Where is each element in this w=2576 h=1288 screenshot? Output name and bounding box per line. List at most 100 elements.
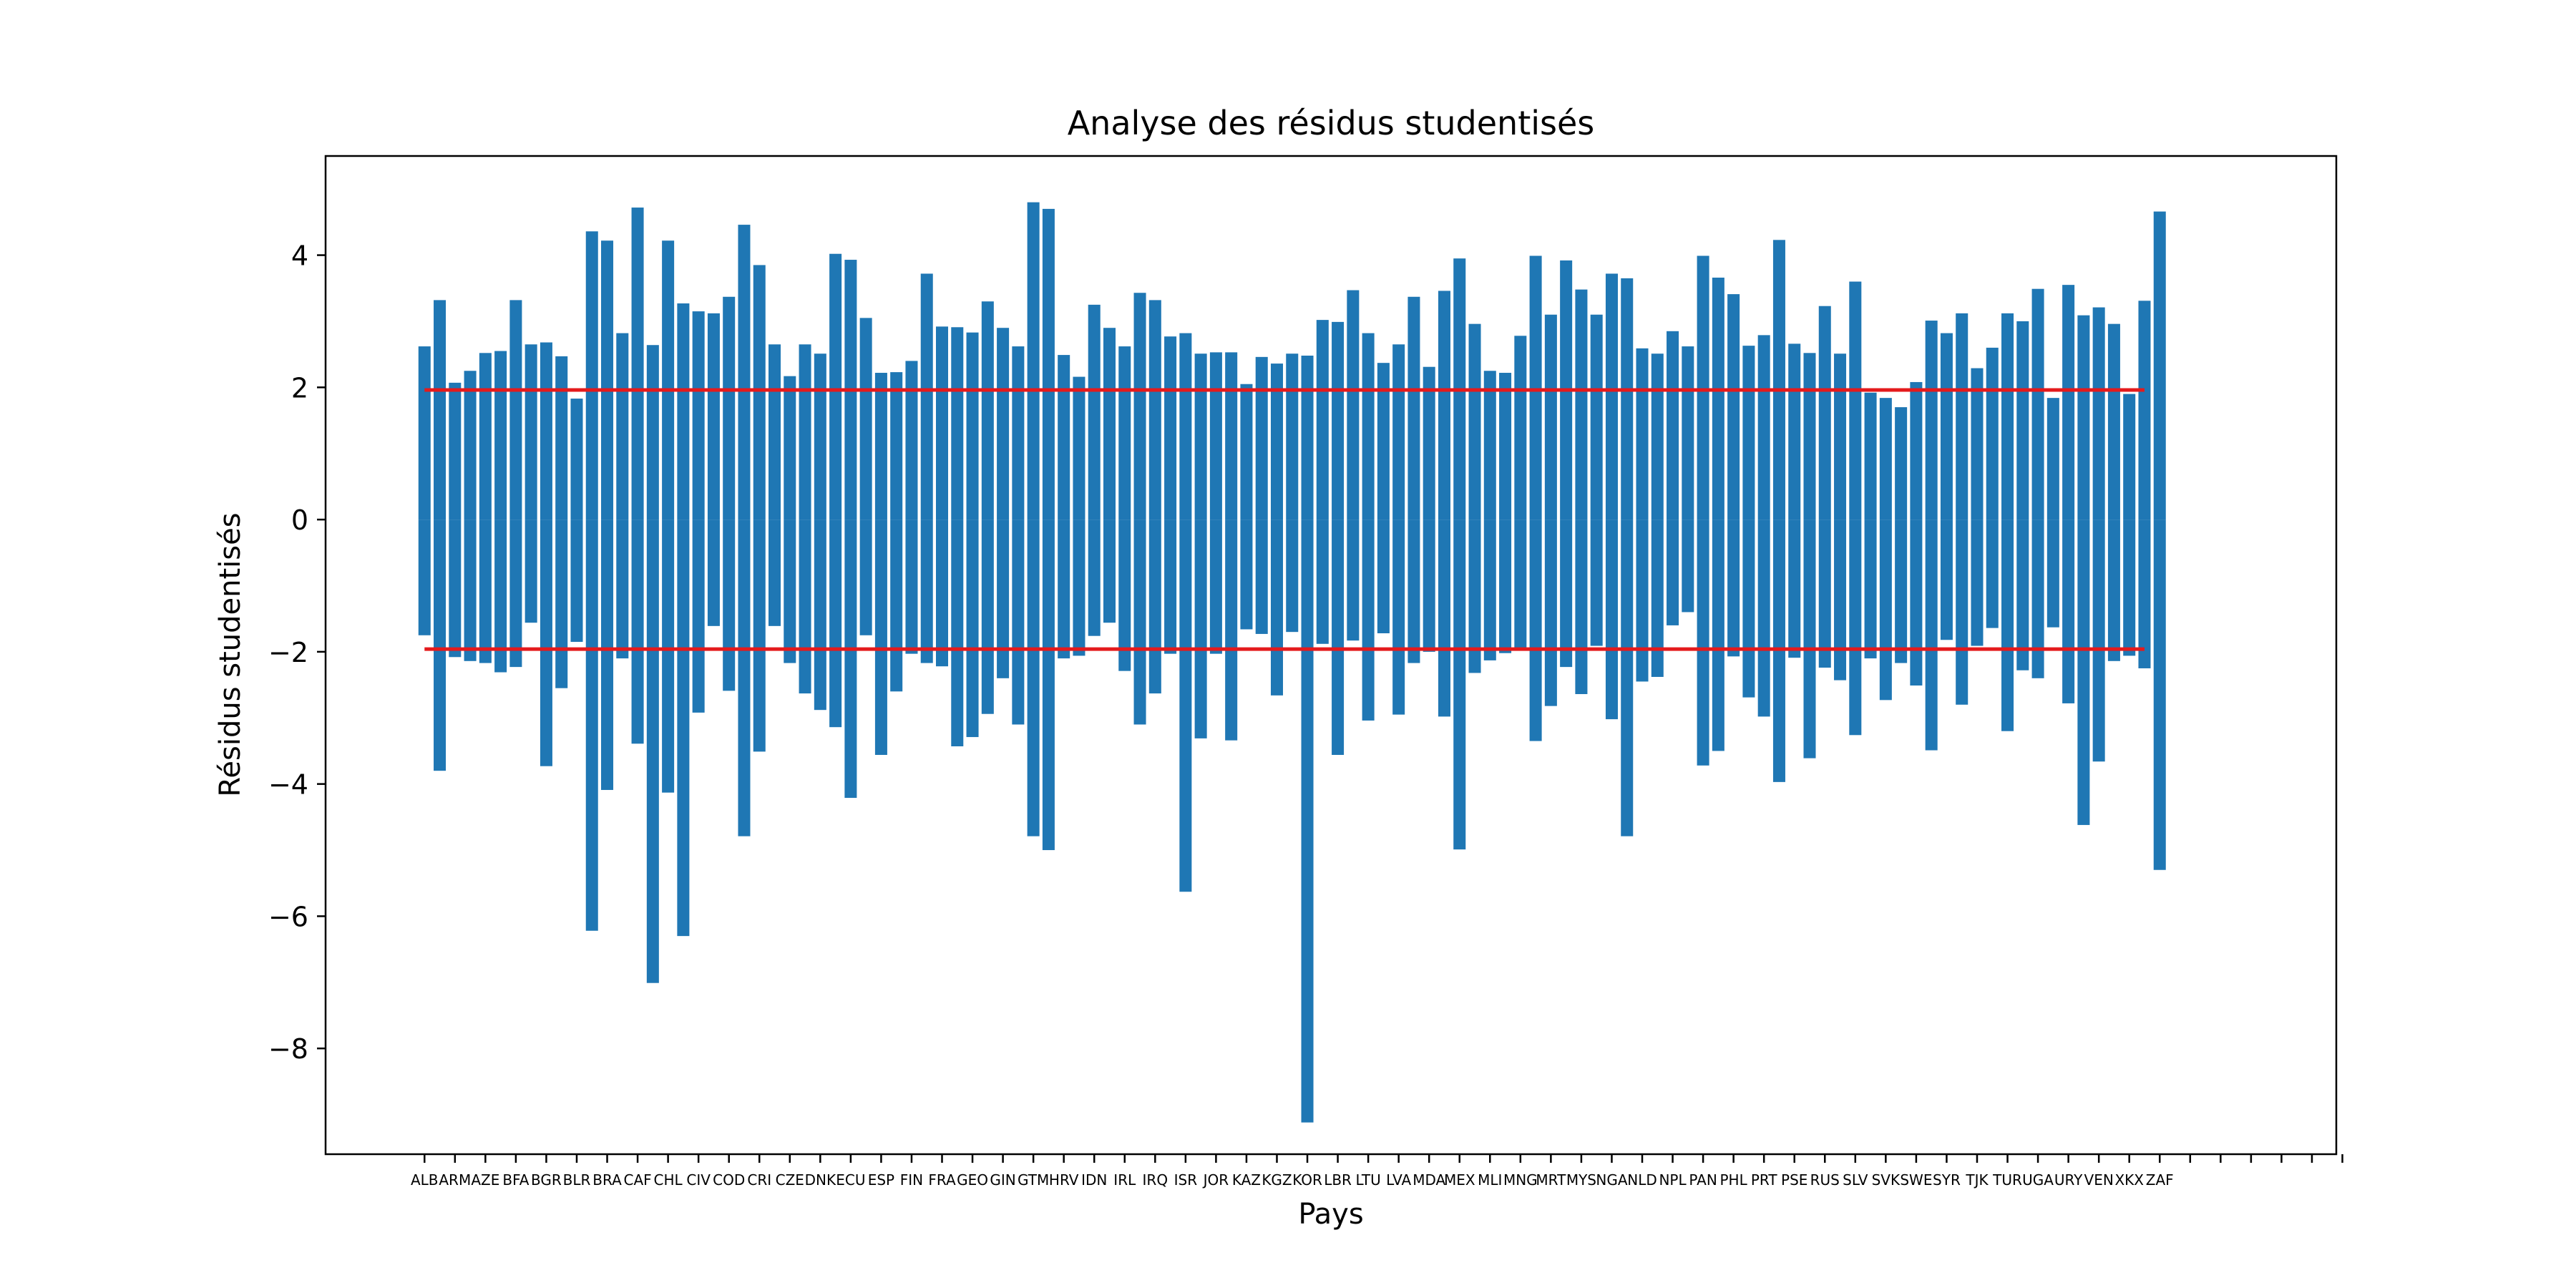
bar-b8-upper: [540, 342, 552, 520]
bar-b56-lower: [1270, 519, 1283, 696]
bar-b78-lower: [1605, 519, 1618, 720]
bar-b62-lower: [1362, 519, 1375, 721]
bar-b108-lower: [2062, 519, 2075, 703]
bar-b52-upper: [1209, 352, 1222, 520]
x-tick-label-TJK: TJK: [1965, 1171, 1989, 1189]
x-tick-label-CAF: CAF: [623, 1171, 651, 1189]
bar-b83-upper: [1682, 346, 1694, 520]
bar-b70-lower: [1483, 519, 1496, 660]
bar-b98-upper: [1910, 381, 1923, 520]
bar-b12-lower: [601, 519, 614, 790]
bar-b11-upper: [585, 231, 598, 520]
bar-b67-lower: [1438, 519, 1450, 717]
bar-b77-upper: [1590, 314, 1603, 520]
bar-b110-upper: [2092, 307, 2105, 520]
bar-b30-lower: [874, 519, 887, 755]
x-tick-label-BRA: BRA: [592, 1171, 622, 1189]
bar-b76-upper: [1575, 289, 1588, 520]
bar-b7-upper: [525, 344, 537, 520]
bar-b36-lower: [966, 519, 979, 738]
bar-b32-lower: [905, 519, 918, 654]
bar-b112-upper: [2123, 394, 2136, 520]
bar-b58-lower: [1301, 519, 1314, 1123]
bar-b90-upper: [1788, 343, 1801, 520]
bar-b15-upper: [646, 345, 659, 520]
bar-b70-upper: [1483, 371, 1496, 520]
x-tick-label-BFA: BFA: [502, 1171, 529, 1189]
bar-b42-upper: [1058, 355, 1070, 520]
bar-b106-lower: [2031, 519, 2044, 678]
x-tick-label-PHL: PHL: [1720, 1171, 1748, 1189]
y-tick-label: −2: [268, 637, 308, 668]
bar-b31-lower: [890, 519, 903, 692]
bar-b60-lower: [1332, 519, 1345, 755]
bar-b53-lower: [1225, 519, 1238, 741]
bar-b27-lower: [829, 519, 842, 728]
bar-b78-upper: [1605, 273, 1618, 520]
x-tick-label-CRI: CRI: [747, 1171, 771, 1189]
bar-b5-upper: [494, 351, 507, 520]
bar-b26-upper: [814, 353, 826, 520]
x-tick-label-GEO: GEO: [957, 1171, 988, 1189]
bar-b20-lower: [723, 519, 736, 691]
bar-b23-upper: [769, 344, 781, 520]
bar-b105-lower: [2016, 519, 2029, 670]
bar-b8-lower: [540, 519, 552, 766]
bar-b25-lower: [799, 519, 811, 694]
bar-b42-lower: [1058, 519, 1070, 659]
bar-b52-lower: [1209, 519, 1222, 654]
bar-b63-lower: [1377, 519, 1390, 634]
bar-b102-upper: [1971, 368, 1984, 520]
x-tick-label-JOR: JOR: [1202, 1171, 1229, 1189]
bar-b2-lower: [449, 519, 462, 658]
x-tick-label-GIN: GIN: [990, 1171, 1015, 1189]
bar-b61-lower: [1347, 519, 1360, 641]
x-tick-label-BLR: BLR: [563, 1171, 591, 1189]
x-tick-label-FIN: FIN: [900, 1171, 923, 1189]
bar-b19-lower: [707, 519, 720, 626]
bar-b49-upper: [1164, 336, 1177, 520]
bar-b0-upper: [418, 346, 431, 520]
x-tick-label-GTM: GTM: [1018, 1171, 1049, 1189]
bar-b59-upper: [1316, 320, 1329, 520]
bar-b87-upper: [1742, 346, 1755, 520]
bar-b81-upper: [1651, 353, 1664, 520]
bar-b104-lower: [2001, 519, 2014, 731]
bar-b107-lower: [2046, 519, 2059, 628]
bar-b29-lower: [859, 519, 872, 635]
bar-b63-upper: [1377, 363, 1390, 520]
x-tick-label-PAN: PAN: [1689, 1171, 1717, 1189]
bar-b101-upper: [1956, 313, 1968, 520]
bar-b80-upper: [1636, 348, 1649, 520]
bar-b83-lower: [1682, 519, 1694, 613]
bar-b59-lower: [1316, 519, 1329, 644]
bar-b105-upper: [2016, 321, 2029, 520]
chart-title: Analyse des résidus studentisés: [1068, 104, 1595, 142]
bar-b25-upper: [799, 344, 811, 520]
bar-b14-lower: [631, 519, 644, 744]
bar-b14-upper: [631, 208, 644, 520]
bar-b85-lower: [1712, 519, 1724, 751]
bar-b100-lower: [1940, 519, 1953, 640]
bar-b44-upper: [1088, 304, 1101, 520]
bar-b104-upper: [2001, 313, 2014, 520]
bar-b48-lower: [1148, 519, 1161, 694]
bar-b86-lower: [1727, 519, 1740, 657]
bar-b55-upper: [1255, 356, 1268, 520]
bar-b77-lower: [1590, 519, 1603, 646]
bar-b10-lower: [570, 519, 583, 643]
bar-b34-upper: [935, 326, 949, 520]
bar-b79-upper: [1621, 278, 1634, 520]
bar-b88-lower: [1757, 519, 1770, 717]
bar-b92-lower: [1818, 519, 1831, 668]
bar-b62-upper: [1362, 333, 1375, 520]
bar-b35-upper: [951, 327, 964, 520]
bar-b32-upper: [905, 361, 918, 520]
bar-b98-lower: [1910, 519, 1923, 686]
x-tick-label-MEX: MEX: [1444, 1171, 1475, 1189]
bar-b55-lower: [1255, 519, 1268, 634]
bar-b11-lower: [585, 519, 598, 931]
bar-b103-upper: [1986, 347, 1999, 520]
